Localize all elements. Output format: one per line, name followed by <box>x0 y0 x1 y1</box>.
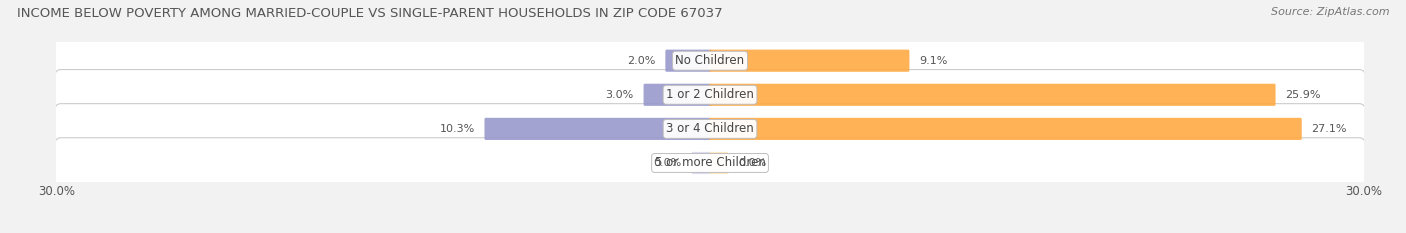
Text: 5 or more Children: 5 or more Children <box>655 157 765 169</box>
Text: 27.1%: 27.1% <box>1312 124 1347 134</box>
Text: 3.0%: 3.0% <box>606 90 634 100</box>
Text: 3 or 4 Children: 3 or 4 Children <box>666 122 754 135</box>
FancyBboxPatch shape <box>644 84 711 106</box>
FancyBboxPatch shape <box>53 35 1367 86</box>
Text: INCOME BELOW POVERTY AMONG MARRIED-COUPLE VS SINGLE-PARENT HOUSEHOLDS IN ZIP COD: INCOME BELOW POVERTY AMONG MARRIED-COUPL… <box>17 7 723 20</box>
FancyBboxPatch shape <box>53 138 1367 188</box>
FancyBboxPatch shape <box>692 152 711 174</box>
Text: No Children: No Children <box>675 54 745 67</box>
Text: 1 or 2 Children: 1 or 2 Children <box>666 88 754 101</box>
FancyBboxPatch shape <box>485 118 711 140</box>
Text: Source: ZipAtlas.com: Source: ZipAtlas.com <box>1271 7 1389 17</box>
Text: 10.3%: 10.3% <box>440 124 475 134</box>
Text: 2.0%: 2.0% <box>627 56 655 66</box>
FancyBboxPatch shape <box>665 50 711 72</box>
Text: 0.0%: 0.0% <box>738 158 766 168</box>
FancyBboxPatch shape <box>53 104 1367 154</box>
Text: 0.0%: 0.0% <box>654 158 682 168</box>
Text: 25.9%: 25.9% <box>1285 90 1320 100</box>
FancyBboxPatch shape <box>53 70 1367 120</box>
Text: 9.1%: 9.1% <box>920 56 948 66</box>
FancyBboxPatch shape <box>709 118 1302 140</box>
FancyBboxPatch shape <box>709 152 728 174</box>
FancyBboxPatch shape <box>709 84 1275 106</box>
FancyBboxPatch shape <box>709 50 910 72</box>
